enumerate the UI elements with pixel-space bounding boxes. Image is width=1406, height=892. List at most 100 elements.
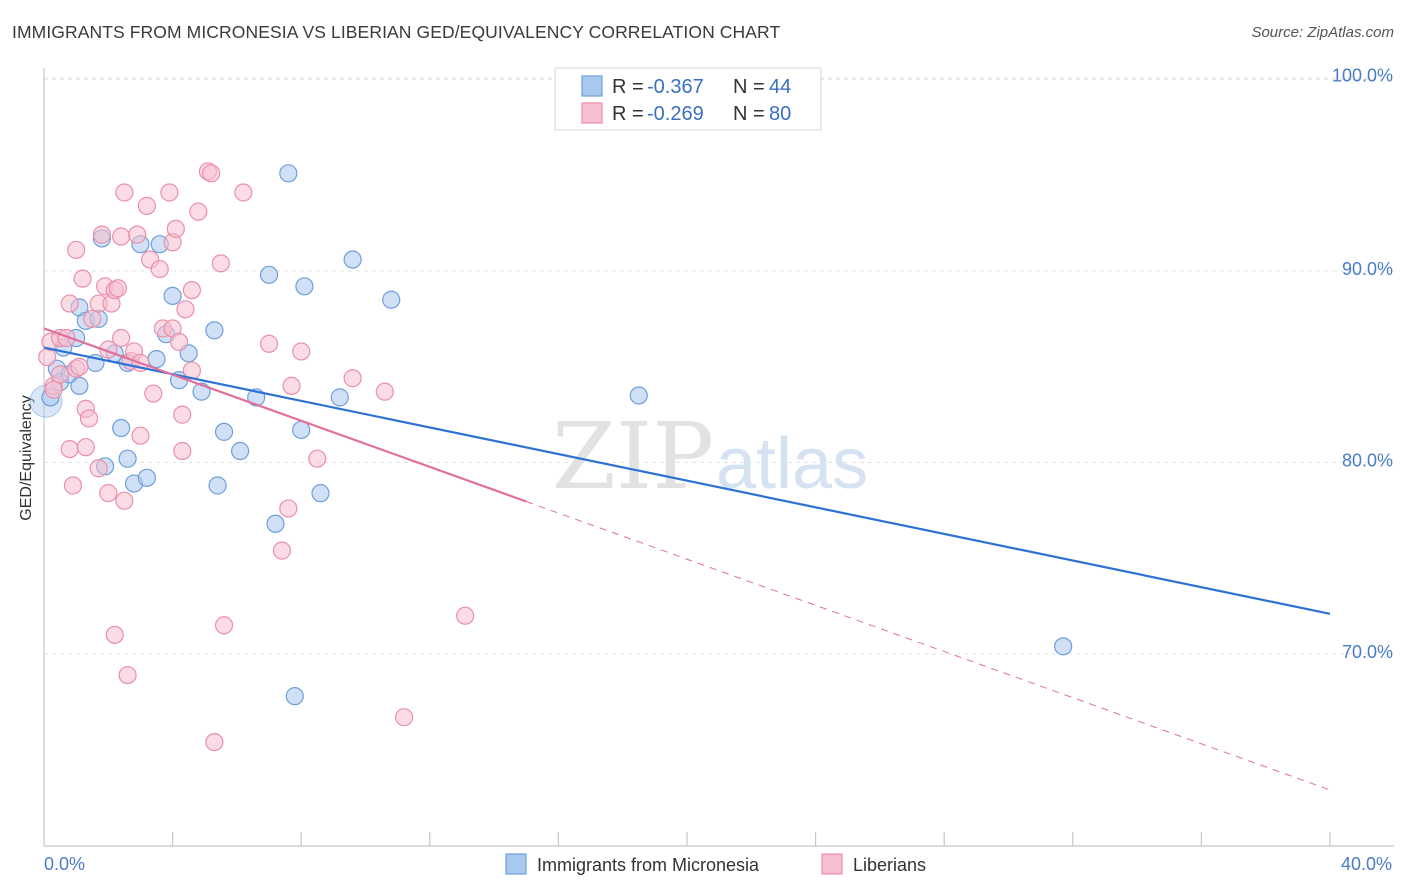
legend-n-label-1: N = bbox=[733, 103, 765, 125]
point-micronesia-14 bbox=[112, 418, 131, 438]
point-liberians-34 bbox=[131, 426, 150, 445]
data-points bbox=[29, 162, 1073, 752]
point-liberians-51 bbox=[189, 202, 208, 221]
point-liberians-63 bbox=[375, 382, 394, 401]
point-micronesia-19 bbox=[137, 468, 156, 487]
point-liberians-41 bbox=[160, 183, 179, 202]
point-liberians-22 bbox=[99, 484, 118, 503]
point-micronesia-37 bbox=[295, 277, 314, 296]
point-liberians-64 bbox=[394, 708, 414, 727]
point-micronesia-30 bbox=[231, 441, 250, 461]
legend-swatch-liberians bbox=[581, 102, 603, 124]
stats-legend: R = -0.367 N = 44 R = -0.269 N = 80 bbox=[554, 67, 822, 131]
point-micronesia-34 bbox=[279, 164, 298, 183]
point-micronesia-35 bbox=[285, 687, 304, 706]
point-micronesia-38 bbox=[311, 484, 330, 503]
point-liberians-17 bbox=[83, 309, 102, 328]
point-micronesia-20 bbox=[147, 349, 166, 369]
point-liberians-53 bbox=[202, 164, 221, 183]
point-micronesia-40 bbox=[343, 250, 362, 269]
point-liberians-7 bbox=[60, 294, 79, 313]
point-liberians-68 bbox=[205, 732, 224, 752]
point-liberians-26 bbox=[108, 279, 128, 298]
x-axis-ticks bbox=[172, 832, 1331, 846]
point-liberians-28 bbox=[112, 328, 131, 348]
point-liberians-10 bbox=[67, 240, 86, 260]
point-liberians-54 bbox=[211, 254, 230, 273]
y-tick-label-80: 80.0% bbox=[1342, 451, 1393, 471]
point-liberians-48 bbox=[176, 300, 195, 319]
series-legend-swatch-liberians bbox=[821, 853, 843, 875]
watermark-atlas: atlas bbox=[716, 424, 868, 504]
point-micronesia-42 bbox=[629, 386, 648, 405]
point-micronesia-16 bbox=[118, 449, 137, 468]
point-liberians-30 bbox=[115, 183, 134, 202]
point-micronesia-28 bbox=[208, 476, 227, 495]
point-liberians-49 bbox=[182, 281, 201, 300]
point-liberians-45 bbox=[169, 332, 189, 351]
point-micronesia-23 bbox=[163, 286, 182, 305]
grid-lines bbox=[44, 77, 1394, 655]
point-liberians-36 bbox=[137, 196, 156, 215]
point-liberians-27 bbox=[112, 227, 131, 246]
y-axis-tick-labels: 70.0% 80.0% 90.0% 100.0% bbox=[1332, 66, 1393, 663]
point-liberians-66 bbox=[105, 625, 124, 644]
source-label: Source: ZipAtlas.com bbox=[1251, 24, 1394, 41]
legend-r-value-0: -0.367 bbox=[647, 76, 704, 98]
point-liberians-67 bbox=[118, 665, 137, 685]
point-liberians-9 bbox=[63, 476, 83, 495]
y-tick-label-90: 90.0% bbox=[1342, 259, 1393, 279]
legend-n-value-1: 80 bbox=[769, 103, 791, 125]
point-liberians-33 bbox=[128, 225, 147, 244]
point-liberians-57 bbox=[272, 541, 292, 560]
point-liberians-16 bbox=[79, 409, 99, 428]
y-axis-label: GED/Equivalency bbox=[18, 395, 35, 520]
trend-lines bbox=[43, 327, 1331, 791]
series-legend: Immigrants from Micronesia Liberians bbox=[505, 853, 926, 875]
point-liberians-69 bbox=[214, 616, 234, 635]
y-tick-label-70: 70.0% bbox=[1342, 642, 1393, 662]
watermark-zip: ZIP bbox=[552, 403, 714, 510]
point-liberians-47 bbox=[173, 441, 192, 461]
point-liberians-61 bbox=[308, 449, 327, 468]
point-liberians-14 bbox=[76, 438, 95, 457]
trend-line-liberians-extrapolated bbox=[526, 501, 1331, 791]
point-liberians-13 bbox=[73, 269, 92, 288]
point-liberians-3 bbox=[44, 380, 63, 399]
point-liberians-8 bbox=[60, 439, 79, 459]
point-liberians-58 bbox=[279, 499, 298, 518]
point-liberians-62 bbox=[343, 369, 362, 388]
point-micronesia-33 bbox=[266, 514, 285, 533]
point-micronesia-6 bbox=[70, 376, 89, 395]
point-liberians-65 bbox=[456, 606, 475, 625]
point-liberians-18 bbox=[89, 459, 108, 478]
point-liberians-44 bbox=[166, 219, 185, 238]
point-micronesia-32 bbox=[259, 265, 279, 284]
point-liberians-59 bbox=[282, 376, 301, 395]
x-tick-label-max: 40.0% bbox=[1341, 854, 1392, 874]
legend-r-value-1: -0.269 bbox=[647, 103, 704, 125]
point-micronesia-39 bbox=[330, 388, 349, 407]
trend-line-liberians bbox=[43, 327, 527, 503]
legend-swatch-micronesia bbox=[581, 75, 603, 97]
point-liberians-29 bbox=[115, 491, 134, 510]
point-liberians-38 bbox=[144, 384, 163, 403]
legend-r-label-0: R = bbox=[612, 76, 644, 98]
point-micronesia-27 bbox=[205, 321, 224, 340]
point-micronesia-41 bbox=[382, 290, 401, 309]
point-liberians-56 bbox=[259, 334, 279, 353]
point-micronesia-29 bbox=[214, 422, 234, 441]
point-liberians-60 bbox=[292, 342, 311, 361]
point-liberians-46 bbox=[173, 405, 192, 424]
legend-n-value-0: 44 bbox=[769, 76, 791, 98]
point-liberians-6 bbox=[57, 328, 76, 348]
chart-title: IMMIGRANTS FROM MICRONESIA VS LIBERIAN G… bbox=[12, 22, 781, 42]
y-tick-label-100: 100.0% bbox=[1332, 66, 1393, 86]
series-legend-label-liberians: Liberians bbox=[853, 855, 926, 875]
point-micronesia-43 bbox=[1054, 637, 1073, 656]
point-liberians-55 bbox=[234, 183, 253, 202]
series-legend-label-micronesia: Immigrants from Micronesia bbox=[537, 855, 760, 875]
legend-n-label-0: N = bbox=[733, 76, 765, 98]
point-liberians-20 bbox=[92, 225, 111, 244]
